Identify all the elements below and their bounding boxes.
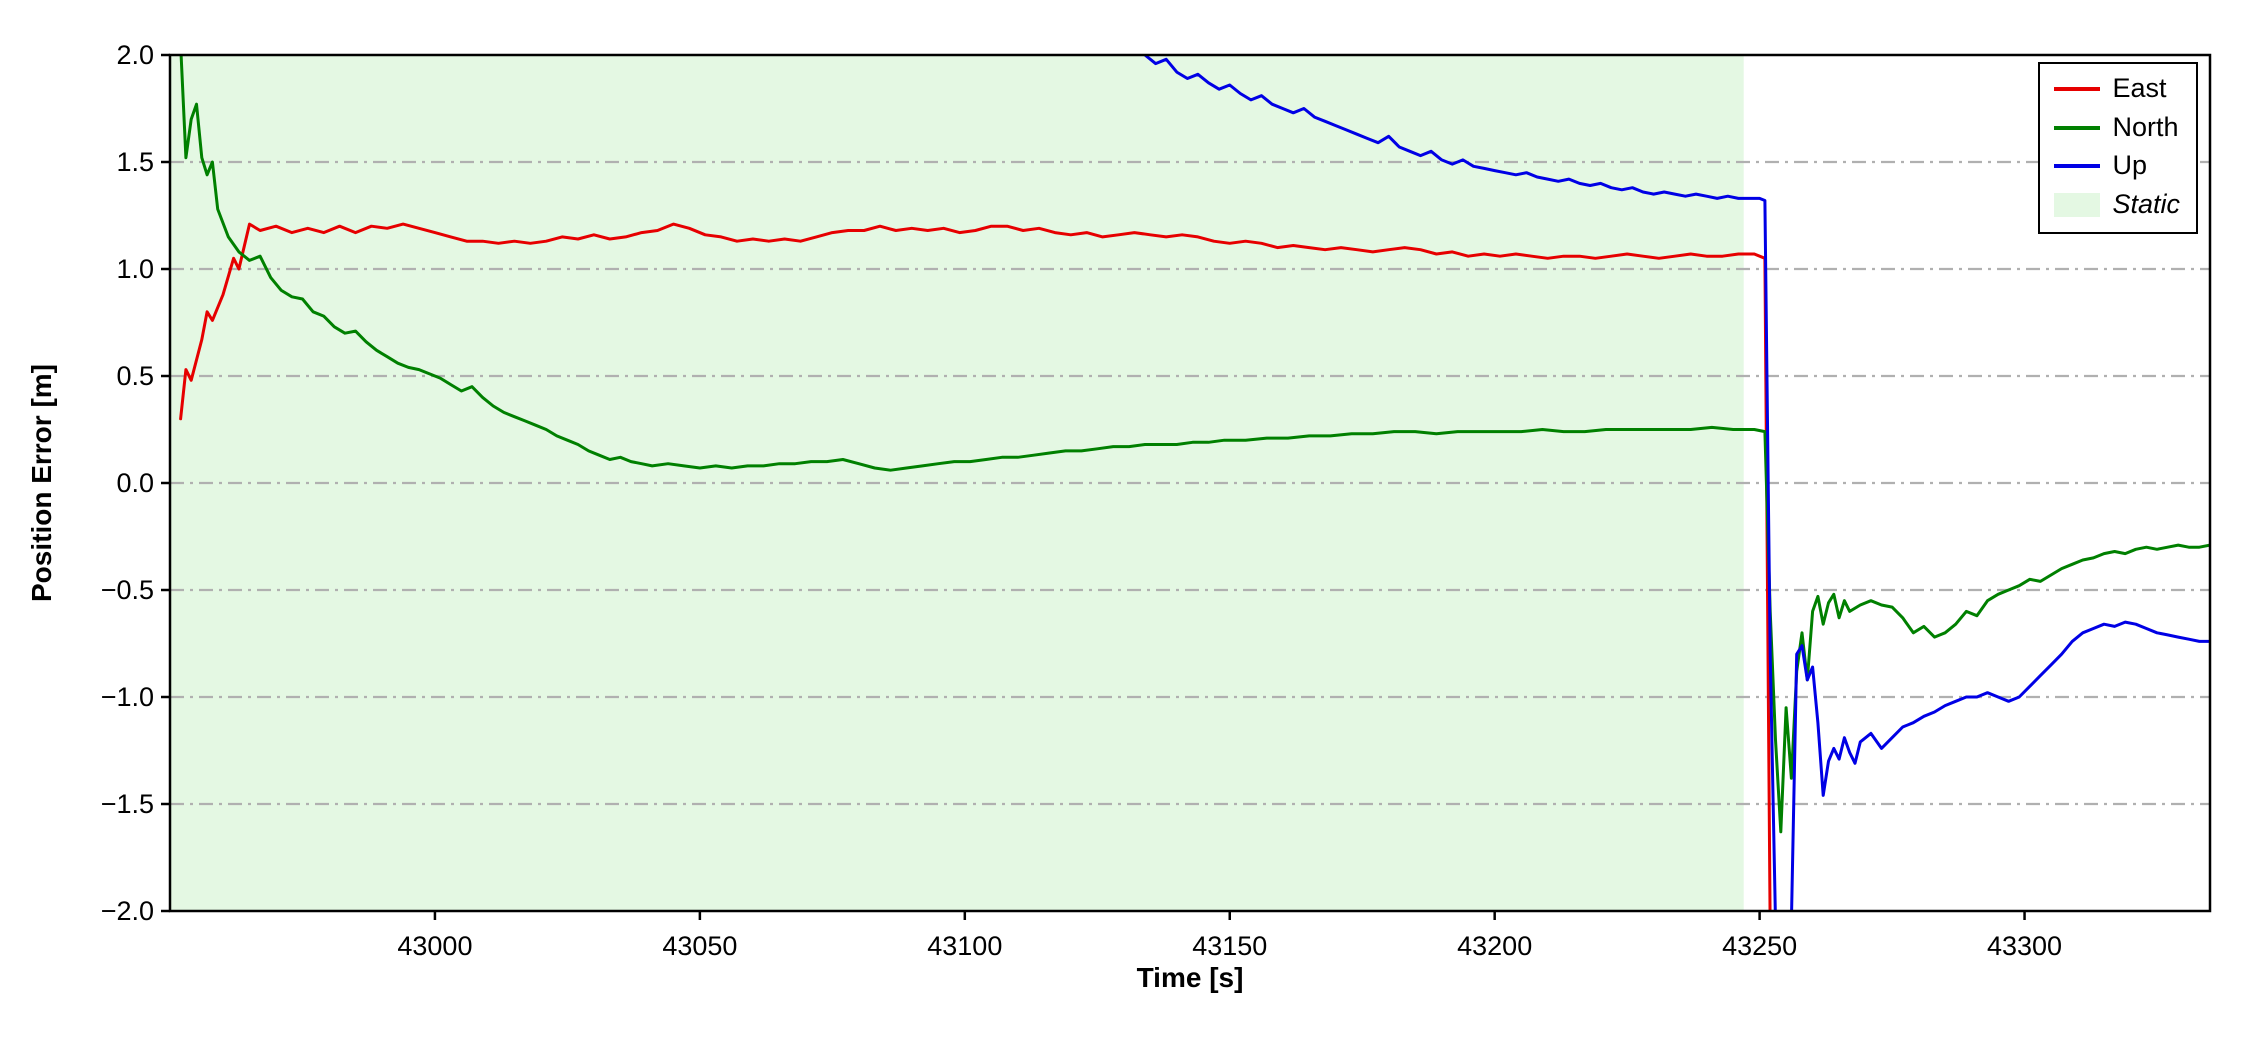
y-tick-label: 1.5 xyxy=(116,147,154,177)
series-east-line xyxy=(179,222,1772,911)
x-tick-label: 43200 xyxy=(1457,931,1532,961)
y-tick-label: 1.0 xyxy=(116,254,154,284)
y-tick-label: −2.0 xyxy=(101,896,154,926)
series-up-line xyxy=(1142,55,2210,911)
legend-label-up: Up xyxy=(2112,150,2147,181)
x-tick-label: 43000 xyxy=(397,931,472,961)
x-tick-label: 43050 xyxy=(662,931,737,961)
y-tick-label: 0.0 xyxy=(116,468,154,498)
y-tick-label: 0.5 xyxy=(116,361,154,391)
legend-label-east: East xyxy=(2112,73,2167,103)
static-patch-swatch xyxy=(2054,192,2101,217)
north-line-swatch xyxy=(2054,125,2101,130)
legend-entry-static: Static xyxy=(2054,189,2180,220)
y-tick-label: −1.0 xyxy=(101,682,154,712)
x-tick-label: 43300 xyxy=(1987,931,2062,961)
y-tick-label: 2.0 xyxy=(116,40,154,70)
legend: East North Up Static xyxy=(2038,62,2198,234)
legend-label-static: Static xyxy=(2112,189,2180,220)
legend-entry-east: East xyxy=(2054,73,2180,104)
x-tick-label: 43250 xyxy=(1722,931,1797,961)
legend-label-north: North xyxy=(2112,111,2179,142)
y-tick-label: −1.5 xyxy=(101,789,154,819)
legend-entry-up: Up xyxy=(2054,151,2180,181)
up-line-swatch xyxy=(2054,164,2101,169)
x-tick-label: 43100 xyxy=(927,931,1002,961)
east-line-swatch xyxy=(2054,86,2101,91)
x-tick-label: 43150 xyxy=(1192,931,1267,961)
y-tick-label: −0.5 xyxy=(101,575,154,605)
x-axis-label: Time [s] xyxy=(1136,962,1244,993)
y-axis-label: Position Error [m] xyxy=(26,363,57,603)
legend-entry-north: North xyxy=(2054,111,2180,143)
series-north-line xyxy=(179,55,2210,834)
